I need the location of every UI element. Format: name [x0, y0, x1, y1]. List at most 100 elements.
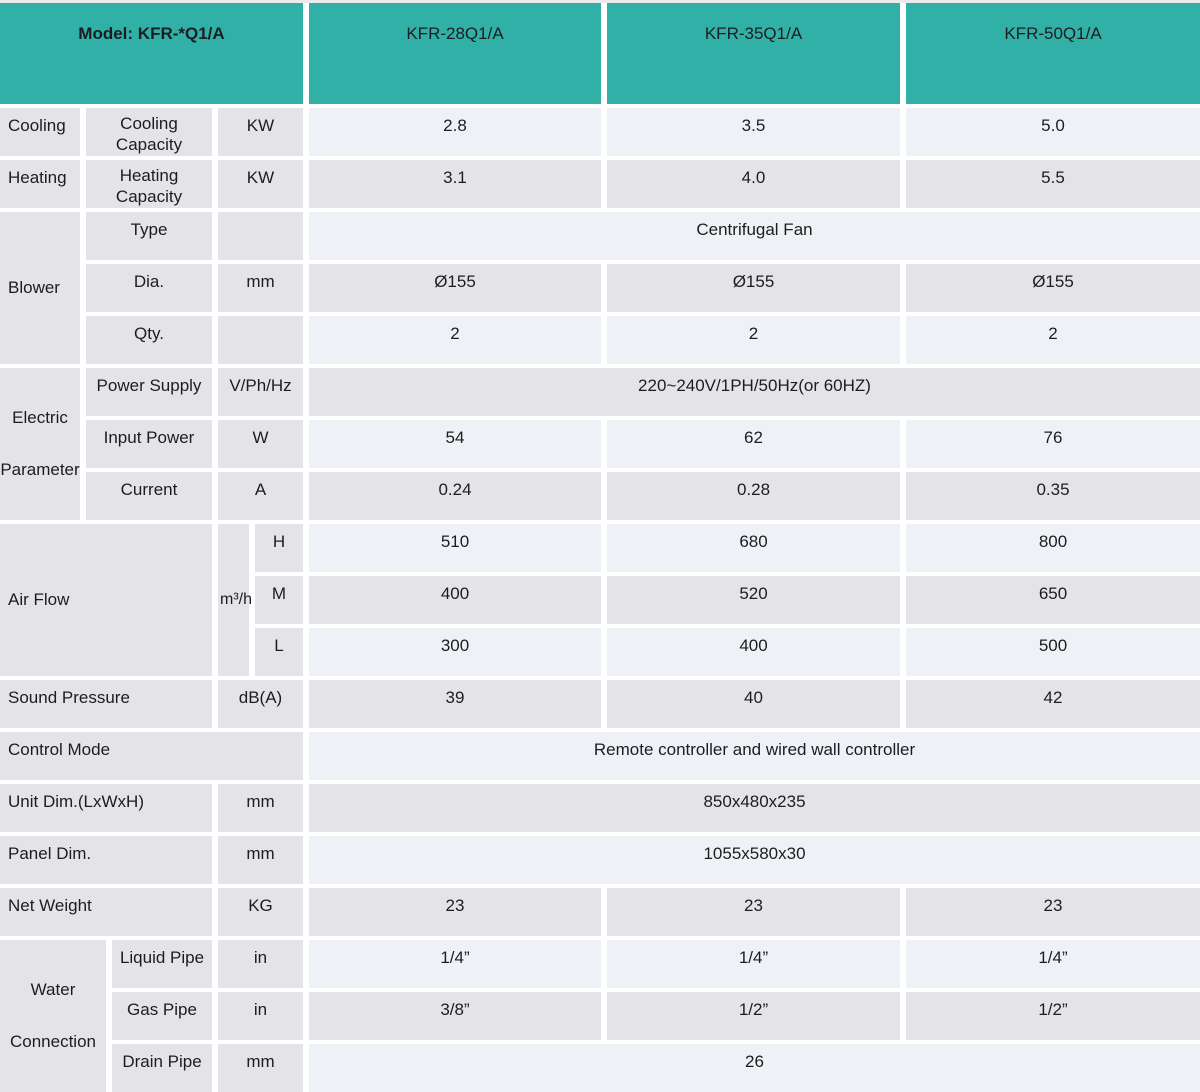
net-weight-row: Net Weight KG 23 23 23 — [0, 888, 1200, 936]
control-mode-label: Control Mode — [0, 732, 303, 780]
panel-dim-row: Panel Dim. mm 1055x580x30 — [0, 836, 1200, 884]
blower-dia-value-kfr-28: Ø155 — [309, 264, 601, 312]
blower-dia-value-kfr-35: Ø155 — [607, 264, 900, 312]
heating-row: Heating Heating Capacity KW 3.1 4.0 5.5 — [0, 160, 1200, 208]
table-header-row: Model: KFR-*Q1/A KFR-28Q1/A KFR-35Q1/A K… — [0, 3, 1200, 104]
drain-pipe-merged-value: 26 — [309, 1044, 1200, 1092]
air-flow-high-value-kfr-50: 800 — [906, 524, 1200, 572]
unit-dim-row: Unit Dim.(LxWxH) mm 850x480x235 — [0, 784, 1200, 832]
liquid-pipe-unit: in — [218, 940, 303, 988]
sound-pressure-label: Sound Pressure — [0, 680, 212, 728]
current-label: Current — [86, 472, 212, 520]
blower-qty-value-kfr-35: 2 — [607, 316, 900, 364]
net-weight-value-kfr-35: 23 — [607, 888, 900, 936]
control-mode-row: Control Mode Remote controller and wired… — [0, 732, 1200, 780]
drain-pipe-label: Drain Pipe — [112, 1044, 212, 1092]
gas-pipe-value-kfr-28: 3/8” — [309, 992, 601, 1040]
blower-qty-label: Qty. — [86, 316, 212, 364]
gas-pipe-unit: in — [218, 992, 303, 1040]
liquid-pipe-value-kfr-50: 1/4” — [906, 940, 1200, 988]
blower-dia-unit: mm — [218, 264, 303, 312]
cooling-group-label: Cooling — [0, 108, 80, 156]
water-connection-group-label: Water Connection — [0, 940, 106, 1092]
air-flow-low-value-kfr-35: 400 — [607, 628, 900, 676]
blower-type-unit-empty — [218, 212, 303, 260]
heating-unit: KW — [218, 160, 303, 208]
drain-pipe-unit: mm — [218, 1044, 303, 1092]
current-value-kfr-50: 0.35 — [906, 472, 1200, 520]
cooling-row: Cooling Cooling Capacity KW 2.8 3.5 5.0 — [0, 108, 1200, 156]
power-supply-merged-value: 220~240V/1PH/50Hz(or 60HZ) — [309, 368, 1200, 416]
cooling-value-kfr-28: 2.8 — [309, 108, 601, 156]
air-flow-group-label: Air Flow — [0, 524, 212, 676]
top-strip — [0, 0, 1200, 3]
sound-pressure-value-kfr-35: 40 — [607, 680, 900, 728]
air-flow-unit: m³/h — [218, 524, 252, 676]
water-connection-section: Water Connection Liquid Pipe in 1/4” 1/4… — [0, 940, 1200, 1092]
current-value-kfr-28: 0.24 — [309, 472, 601, 520]
blower-section: Blower Type Centrifugal Fan Dia. mm Ø155… — [0, 212, 1200, 364]
sound-pressure-value-kfr-50: 42 — [906, 680, 1200, 728]
net-weight-unit: KG — [218, 888, 303, 936]
input-power-value-kfr-28: 54 — [309, 420, 601, 468]
cooling-value-kfr-35: 3.5 — [607, 108, 900, 156]
cooling-unit: KW — [218, 108, 303, 156]
air-flow-medium-label: M — [255, 576, 303, 624]
control-mode-merged-value: Remote controller and wired wall control… — [309, 732, 1200, 780]
gas-pipe-value-kfr-35: 1/2” — [607, 992, 900, 1040]
air-flow-medium-value-kfr-28: 400 — [309, 576, 601, 624]
column-header-kfr-35: KFR-35Q1/A — [607, 3, 900, 104]
heating-value-kfr-35: 4.0 — [607, 160, 900, 208]
unit-dim-label: Unit Dim.(LxWxH) — [0, 784, 212, 832]
current-value-kfr-35: 0.28 — [607, 472, 900, 520]
air-flow-low-label: L — [255, 628, 303, 676]
input-power-unit: W — [218, 420, 303, 468]
blower-group-label: Blower — [0, 212, 80, 364]
column-header-kfr-50: KFR-50Q1/A — [906, 3, 1200, 104]
heating-group-label: Heating — [0, 160, 80, 208]
liquid-pipe-label: Liquid Pipe — [112, 940, 212, 988]
gas-pipe-value-kfr-50: 1/2” — [906, 992, 1200, 1040]
sound-pressure-row: Sound Pressure dB(A) 39 40 42 — [0, 680, 1200, 728]
spec-table: Model: KFR-*Q1/A KFR-28Q1/A KFR-35Q1/A K… — [0, 3, 1200, 1092]
heating-capacity-label: Heating Capacity — [86, 160, 212, 208]
panel-dim-label: Panel Dim. — [0, 836, 212, 884]
heating-value-kfr-28: 3.1 — [309, 160, 601, 208]
air-flow-medium-value-kfr-50: 650 — [906, 576, 1200, 624]
unit-dim-merged-value: 850x480x235 — [309, 784, 1200, 832]
blower-qty-value-kfr-50: 2 — [906, 316, 1200, 364]
sound-pressure-value-kfr-28: 39 — [309, 680, 601, 728]
net-weight-value-kfr-28: 23 — [309, 888, 601, 936]
net-weight-label: Net Weight — [0, 888, 212, 936]
blower-dia-value-kfr-50: Ø155 — [906, 264, 1200, 312]
blower-type-merged-value: Centrifugal Fan — [309, 212, 1200, 260]
model-header-cell: Model: KFR-*Q1/A — [0, 3, 303, 104]
input-power-label: Input Power — [86, 420, 212, 468]
air-flow-high-value-kfr-35: 680 — [607, 524, 900, 572]
blower-type-label: Type — [86, 212, 212, 260]
air-flow-high-label: H — [255, 524, 303, 572]
panel-dim-unit: mm — [218, 836, 303, 884]
panel-dim-merged-value: 1055x580x30 — [309, 836, 1200, 884]
cooling-capacity-label: Cooling Capacity — [86, 108, 212, 156]
current-unit: A — [218, 472, 303, 520]
gas-pipe-label: Gas Pipe — [112, 992, 212, 1040]
input-power-value-kfr-35: 62 — [607, 420, 900, 468]
air-flow-low-value-kfr-50: 500 — [906, 628, 1200, 676]
liquid-pipe-value-kfr-28: 1/4” — [309, 940, 601, 988]
blower-dia-label: Dia. — [86, 264, 212, 312]
column-header-kfr-28: KFR-28Q1/A — [309, 3, 601, 104]
air-flow-medium-value-kfr-35: 520 — [607, 576, 900, 624]
heating-value-kfr-50: 5.5 — [906, 160, 1200, 208]
air-flow-high-value-kfr-28: 510 — [309, 524, 601, 572]
cooling-value-kfr-50: 5.0 — [906, 108, 1200, 156]
input-power-value-kfr-50: 76 — [906, 420, 1200, 468]
power-supply-label: Power Supply — [86, 368, 212, 416]
air-flow-section: Air Flow m³/h H 510 680 800 M 400 520 65… — [0, 524, 1200, 676]
electric-parameter-section: Electric Parameter Power Supply V/Ph/Hz … — [0, 368, 1200, 520]
power-supply-unit: V/Ph/Hz — [218, 368, 303, 416]
blower-qty-value-kfr-28: 2 — [309, 316, 601, 364]
liquid-pipe-value-kfr-35: 1/4” — [607, 940, 900, 988]
unit-dim-unit: mm — [218, 784, 303, 832]
